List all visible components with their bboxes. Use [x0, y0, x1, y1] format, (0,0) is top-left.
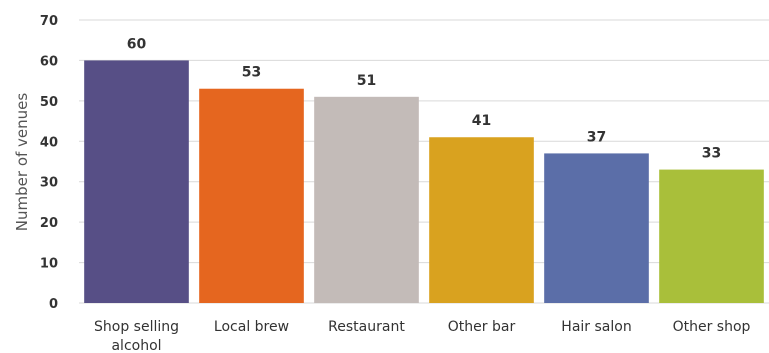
y-tick-label: 10 [40, 257, 58, 272]
data-label: 53 [242, 65, 261, 81]
y-tick-label: 70 [40, 14, 58, 29]
data-label: 41 [472, 113, 491, 129]
y-axis-label: Number of venues [13, 93, 31, 232]
data-labels: 60 53 51 41 37 33 [127, 36, 721, 161]
bar [314, 96, 419, 303]
category-label: Hair salon [561, 319, 631, 335]
data-label: 33 [702, 146, 721, 162]
category-label: alcohol [111, 338, 161, 353]
gridlines [79, 19, 769, 304]
data-label: 51 [357, 73, 376, 89]
y-tick-label: 20 [40, 216, 58, 231]
y-axis-ticks: 0 10 20 30 40 50 60 70 [40, 14, 58, 312]
category-label: Restaurant [328, 319, 405, 335]
category-label: Other bar [448, 319, 516, 335]
y-tick-label: 0 [49, 297, 58, 312]
category-label: Other shop [673, 319, 751, 335]
y-tick-label: 40 [40, 135, 58, 150]
bar [429, 137, 534, 303]
y-tick-label: 50 [40, 95, 58, 110]
y-tick-label: 60 [40, 54, 58, 69]
data-label: 37 [587, 129, 606, 145]
bar [544, 153, 649, 303]
bar [659, 169, 764, 303]
category-label: Local brew [214, 319, 289, 335]
bars [84, 60, 764, 303]
x-axis-categories: Shop selling alcohol Local brew Restaurant O… [94, 319, 751, 353]
y-tick-label: 30 [40, 176, 58, 191]
bar [199, 88, 304, 303]
category-label: Shop selling [94, 319, 179, 335]
bar [84, 60, 189, 303]
data-label: 60 [127, 36, 147, 52]
